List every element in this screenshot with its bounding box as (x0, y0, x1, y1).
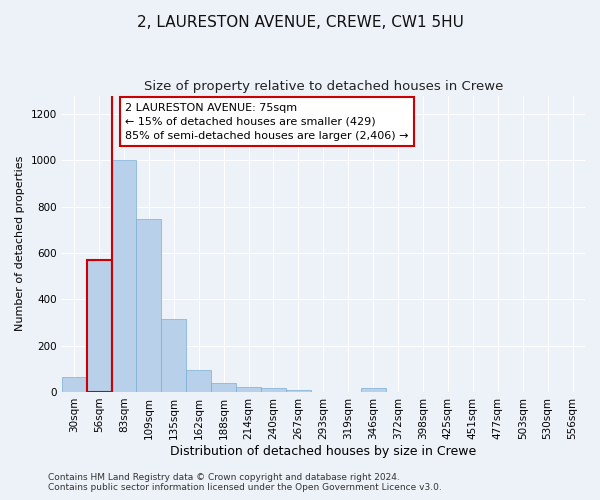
Title: Size of property relative to detached houses in Crewe: Size of property relative to detached ho… (143, 80, 503, 93)
Text: 2, LAURESTON AVENUE, CREWE, CW1 5HU: 2, LAURESTON AVENUE, CREWE, CW1 5HU (137, 15, 463, 30)
Text: Contains HM Land Registry data © Crown copyright and database right 2024.
Contai: Contains HM Land Registry data © Crown c… (48, 473, 442, 492)
Text: 2 LAURESTON AVENUE: 75sqm
← 15% of detached houses are smaller (429)
85% of semi: 2 LAURESTON AVENUE: 75sqm ← 15% of detac… (125, 102, 409, 141)
X-axis label: Distribution of detached houses by size in Crewe: Distribution of detached houses by size … (170, 444, 476, 458)
Bar (136, 220, 161, 392)
Y-axis label: Number of detached properties: Number of detached properties (15, 156, 25, 332)
Bar (261, 388, 286, 392)
Bar (112, 160, 136, 392)
Bar (86, 260, 112, 392)
Bar (211, 382, 236, 392)
Bar (286, 390, 311, 392)
Bar (161, 319, 186, 392)
Bar (186, 370, 211, 392)
Bar (361, 388, 386, 392)
Bar (62, 377, 86, 392)
Bar (236, 387, 261, 392)
